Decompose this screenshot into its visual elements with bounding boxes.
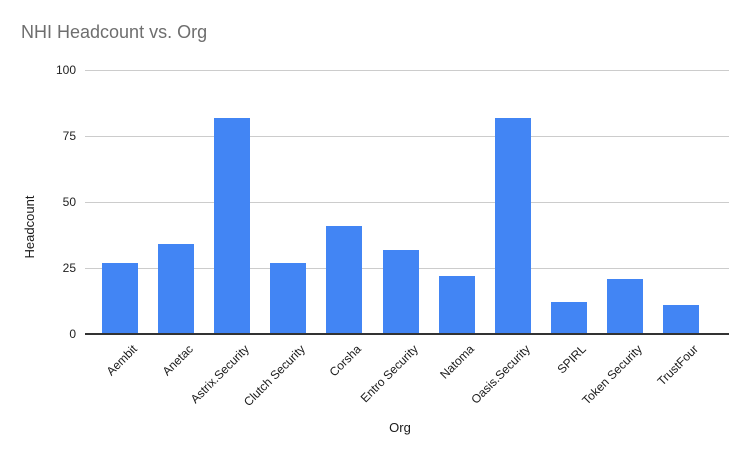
gridline-100 xyxy=(85,70,729,71)
y-tick-label-100: 100 xyxy=(55,63,76,77)
bar-corsha xyxy=(326,225,363,334)
bar-astrix-security xyxy=(214,117,251,334)
y-tick-label-0: 0 xyxy=(69,327,76,341)
bar-token-security xyxy=(606,278,643,334)
bar-natoma xyxy=(438,275,475,334)
y-tick-label-25: 25 xyxy=(62,261,76,275)
x-axis-line xyxy=(85,333,729,335)
x-tick-label-aembit: Aembit xyxy=(103,342,140,379)
y-tick-label-75: 75 xyxy=(62,129,76,143)
gridline-75 xyxy=(85,136,729,137)
bar-spirl xyxy=(550,302,587,334)
bar-aembit xyxy=(102,262,138,334)
bar-clutch-security xyxy=(270,262,307,334)
bar-entro-security xyxy=(382,249,419,334)
y-tick-label-50: 50 xyxy=(62,195,76,209)
x-axis-title: Org xyxy=(389,420,411,435)
gridline-50 xyxy=(85,202,729,203)
bar-oasis-security xyxy=(494,117,531,334)
bar-anetac xyxy=(158,244,195,334)
chart-title: NHI Headcount vs. Org xyxy=(21,22,208,42)
bar-trustfour xyxy=(663,304,699,334)
